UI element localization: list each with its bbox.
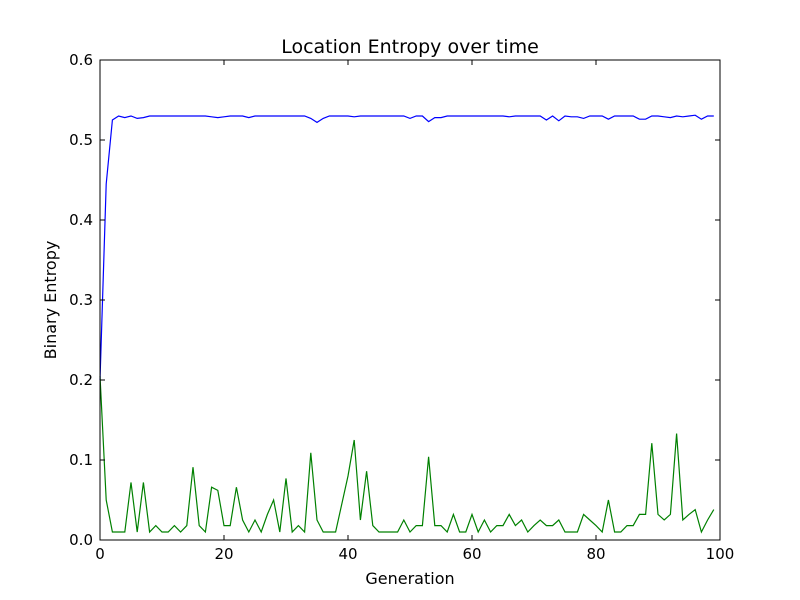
y-tick-label: 0.6 [69,51,93,69]
y-tick-label: 0.1 [69,451,93,469]
series-line-2 [99,375,715,534]
y-tick-label: 0.4 [69,211,93,229]
x-axis-label: Generation [365,569,454,588]
y-axis-label: Binary Entropy [41,241,60,360]
y-tick-label: 0.5 [69,131,93,149]
x-tick-label: 40 [338,545,357,563]
x-tick-label: 0 [95,545,105,563]
y-tick-label: 0.2 [69,371,93,389]
x-tick-label: 80 [586,545,605,563]
y-tick-label: 0.0 [69,531,93,549]
series-line-1 [99,114,714,381]
chart-title: Location Entropy over time [281,36,539,58]
tick-layer: 0 20 40 60 80 100 0.0 0.1 0.2 0.3 0.4 0.5 0.6 [69,51,734,563]
x-tick-label: 20 [214,545,233,563]
y-tick-label: 0.3 [69,291,93,309]
x-tick-label: 100 [706,545,735,563]
x-tick-label: 60 [462,545,481,563]
series-layer [99,114,715,534]
